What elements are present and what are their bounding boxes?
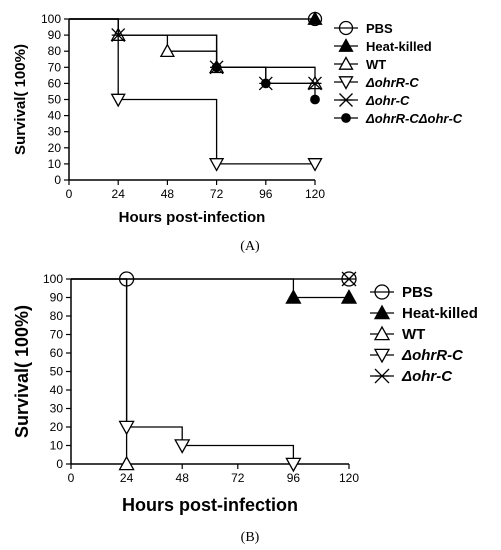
data-point: [285, 457, 302, 473]
legend-label: Δohr-C: [365, 93, 410, 108]
legend-item: WT: [334, 56, 386, 72]
legend-marker: [339, 93, 353, 107]
x-tick-label: 72: [231, 471, 245, 485]
y-tick-label: 70: [50, 328, 64, 342]
y-tick-label: 0: [56, 457, 63, 471]
legend-marker: [374, 368, 390, 384]
legend-label: Δohr-C: [401, 368, 453, 385]
series-line: [71, 278, 349, 299]
y-tick-label: 80: [48, 44, 62, 58]
legend-marker: [374, 284, 390, 300]
y-tick-label: 10: [50, 439, 64, 453]
data-point: [260, 78, 271, 89]
data-point: [208, 158, 225, 172]
legend-item: WT: [370, 325, 425, 343]
data-point: [110, 93, 126, 108]
y-tick-label: 60: [50, 346, 64, 360]
legend-label: ΔohrR-C: [365, 75, 419, 90]
legend-marker: [373, 325, 391, 341]
legend-marker: [373, 348, 391, 364]
legend-marker: [338, 56, 354, 70]
series-line: [71, 278, 295, 464]
panel-label: (B): [241, 530, 260, 545]
series-line: [69, 18, 316, 100]
legend-marker: [341, 113, 351, 123]
legend-marker: [338, 76, 354, 90]
panel-label: (A): [240, 239, 260, 254]
legend-label: ΔohrR-CΔohr-C: [365, 111, 463, 126]
data-point: [341, 271, 357, 287]
chart-panel-b: 0 10 20 30 40 50 60 70 80 90 100 0 24 48 72 96 120 Hours …: [12, 271, 478, 545]
data-point: [211, 62, 222, 73]
legend: PBS Heat-killed WT ΔohrR-C Δohr-C: [370, 284, 478, 385]
legend-marker: [338, 38, 354, 52]
y-tick-label: 70: [48, 60, 62, 74]
y-tick-label: 50: [48, 93, 62, 107]
data-point: [159, 43, 176, 58]
chart-panel-a: 0 10 20 30 40 50 60 70 80 90 100 0 24 48 72 96 120 Hours …: [12, 11, 463, 254]
series-line: [71, 278, 128, 464]
legend-item: Δohr-C: [370, 368, 453, 385]
x-axis-title: Hours post-infection: [119, 209, 266, 226]
x-axis-title: Hours post-infection: [122, 495, 298, 515]
y-tick-label: 80: [50, 309, 64, 323]
legend: PBSHeat-killedWTΔohrR-CΔohr-CΔohrR-CΔohr…: [334, 20, 463, 126]
x-tick-label: 48: [176, 471, 190, 485]
y-tick-label: 40: [50, 383, 64, 397]
legend-marker: [338, 20, 354, 36]
x-tick-label: 48: [161, 187, 175, 201]
legend-label: PBS: [402, 284, 433, 301]
y-tick-label: 30: [50, 402, 64, 416]
legend-label: Heat-killed: [402, 305, 478, 322]
legend-item: Δohr-C: [334, 93, 410, 108]
data-point: [285, 289, 302, 304]
x-tick-label: 0: [68, 471, 75, 485]
y-tick-label: 100: [41, 12, 61, 26]
legend-item: ΔohrR-C: [370, 347, 464, 364]
legend-item: ΔohrR-CΔohr-C: [334, 111, 463, 126]
legend-label: WT: [402, 326, 425, 343]
x-tick-label: 96: [259, 187, 273, 201]
legend-item: Heat-killed: [334, 38, 432, 54]
legend-item: PBS: [334, 20, 393, 36]
y-tick-label: 0: [54, 173, 61, 187]
y-tick-label: 100: [43, 272, 63, 286]
legend-item: Heat-killed: [370, 304, 478, 322]
y-axis-title: Survival( 100%): [12, 305, 32, 438]
series-line: [69, 18, 315, 165]
y-tick-label: 30: [48, 125, 62, 139]
y-axis-title: Survival( 100%): [12, 44, 29, 155]
x-tick-label: 120: [339, 471, 359, 485]
data-point: [310, 94, 320, 105]
x-tick-label: 96: [287, 471, 301, 485]
y-tick-label: 20: [48, 141, 62, 155]
x-tick-label: 120: [305, 187, 325, 201]
legend-label: Heat-killed: [366, 39, 432, 54]
data-point: [118, 455, 135, 471]
legend-item: PBS: [370, 284, 433, 301]
x-tick-label: 24: [120, 471, 134, 485]
data-point: [340, 289, 358, 304]
data-point: [307, 158, 323, 172]
legend-label: WT: [366, 57, 386, 72]
data-point: [307, 11, 323, 25]
series-line: [69, 18, 316, 84]
data-point: [118, 420, 135, 436]
x-tick-label: 24: [112, 187, 126, 201]
legend-item: ΔohrR-C: [334, 75, 419, 90]
y-tick-label: 20: [50, 420, 64, 434]
legend-marker: [373, 304, 391, 320]
y-tick-label: 40: [48, 109, 62, 123]
y-tick-label: 90: [48, 28, 62, 42]
legend-label: ΔohrR-C: [401, 347, 464, 364]
legend-label: PBS: [366, 21, 393, 36]
x-tick-label: 72: [210, 187, 224, 201]
y-tick-label: 90: [50, 291, 64, 305]
data-point: [174, 439, 191, 454]
y-tick-label: 50: [50, 365, 64, 379]
y-tick-label: 10: [48, 157, 62, 171]
x-tick-label: 0: [66, 187, 73, 201]
y-tick-label: 60: [48, 76, 62, 90]
